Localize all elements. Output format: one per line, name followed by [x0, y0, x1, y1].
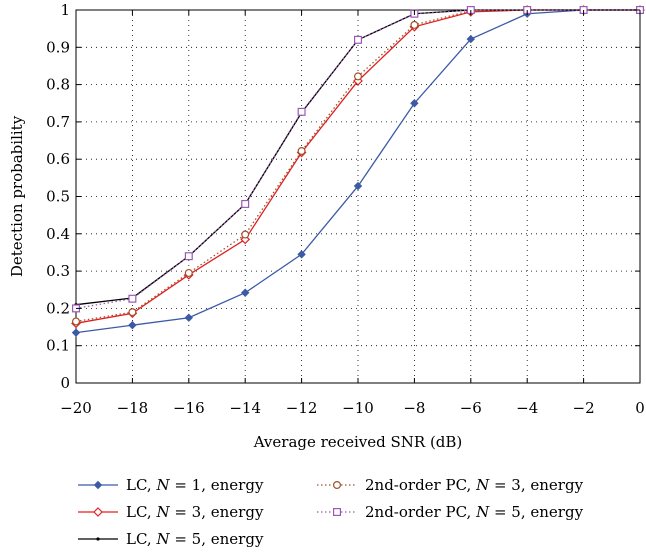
series-line-lc-n1 [75, 9, 640, 334]
data-point-pc-n3 [297, 146, 306, 155]
legend-text: 2nd-order PC, [365, 476, 476, 494]
data-point-lc-n1 [353, 181, 363, 191]
legend-item-pc-n3: 2nd-order PC, N = 3, energy [317, 476, 584, 494]
x-tick-label: −10 [342, 399, 374, 417]
legend-variable: N [475, 476, 490, 494]
x-tick-label: −18 [117, 399, 149, 417]
series-line-pc-n5 [75, 9, 640, 310]
chart-ticks: −20 −18 −16 −14 −12 −10 −8 −6 −4 −2 000.10.20.30.4… [46, 1, 645, 417]
legend-text: LC, [126, 530, 156, 548]
legend-marker-pc-n5 [333, 508, 342, 517]
y-tick-label: 0.7 [46, 113, 70, 131]
legend-item-pc-n5: 2nd-order PC, N = 5, energy [317, 503, 584, 521]
legend-marker-pc-n3 [333, 481, 342, 490]
chart-grid [75, 9, 641, 384]
legend-text: = 5, energy [489, 503, 583, 521]
y-tick-label: 1 [60, 1, 70, 19]
y-axis-label: Detection probability [8, 115, 26, 277]
data-point-pc-n5 [128, 294, 137, 303]
legend-text: = 3, energy [170, 503, 264, 521]
y-tick-label: 0.4 [46, 225, 70, 243]
legend-item-lc-n3: LC, N = 3, energy [78, 503, 264, 521]
legend-text: LC, [126, 503, 156, 521]
legend-variable: N [155, 530, 170, 548]
x-tick-label: −8 [403, 399, 425, 417]
y-tick-label: 0.9 [46, 38, 70, 56]
data-point-lc-n1 [71, 328, 81, 337]
legend-text: = 1, energy [170, 476, 264, 494]
legend-label-lc-n3: LC, N = 3, energy [126, 503, 264, 521]
data-point-lc-n1 [240, 288, 250, 297]
y-tick-label: 0.6 [46, 150, 70, 168]
data-point-pc-n3 [354, 72, 363, 81]
legend-marker-lc-n3 [93, 507, 103, 517]
legend-item-lc-n1: LC, N = 1, energy [78, 476, 264, 494]
series-pc-n5 [71, 5, 644, 313]
legend-text: = 3, energy [489, 476, 583, 494]
data-point-pc-n5 [184, 252, 193, 261]
legend-text: LC, [126, 476, 156, 494]
x-tick-label: −6 [460, 399, 482, 417]
y-tick-label: 0.3 [46, 262, 70, 280]
y-tick-label: 0.2 [46, 299, 70, 317]
legend-marker-lc-n5 [96, 537, 100, 541]
legend-marker-lc-n1 [93, 480, 103, 490]
y-tick-label: 0.8 [46, 76, 70, 94]
legend-variable: N [155, 503, 170, 521]
x-axis-label: Average received SNR (dB) [253, 433, 463, 451]
x-tick-label: −16 [173, 399, 205, 417]
data-point-lc-n1 [410, 99, 419, 108]
legend-variable: N [475, 503, 490, 521]
data-point-pc-n3 [184, 268, 193, 277]
legend-label-lc-n1: LC, N = 1, energy [126, 476, 264, 494]
data-point-lc-n1 [297, 250, 306, 259]
x-tick-label: −20 [60, 399, 92, 417]
legend-variable: N [155, 476, 170, 494]
y-tick-label: 0.1 [46, 337, 70, 355]
x-tick-label: −14 [229, 399, 261, 417]
data-point-lc-n1 [128, 320, 137, 330]
legend-text: 2nd-order PC, [365, 503, 476, 521]
y-tick-label: 0 [60, 374, 70, 392]
data-point-pc-n5 [241, 199, 250, 208]
data-point-pc-n3 [241, 230, 250, 239]
legend-label-pc-n3: 2nd-order PC, N = 3, energy [365, 476, 584, 494]
legend-item-lc-n5: LC, N = 5, energy [78, 530, 264, 548]
legend-label-lc-n5: LC, N = 5, energy [126, 530, 264, 548]
x-tick-label: 0 [635, 399, 645, 417]
x-tick-label: −12 [286, 399, 318, 417]
data-point-pc-n3 [128, 308, 137, 317]
y-tick-label: 0.5 [46, 188, 70, 206]
series-lc-n5 [74, 8, 642, 307]
data-point-pc-n5 [297, 107, 306, 116]
data-point-pc-n3 [410, 20, 419, 29]
data-point-lc-n1 [466, 34, 476, 44]
data-point-lc-n1 [184, 313, 194, 322]
legend-text: = 5, energy [170, 530, 264, 548]
data-point-pc-n5 [354, 35, 363, 44]
x-tick-label: −2 [573, 399, 595, 417]
x-tick-label: −4 [516, 399, 538, 417]
legend-label-pc-n5: 2nd-order PC, N = 5, energy [365, 503, 584, 521]
data-point-pc-n3 [71, 317, 80, 326]
